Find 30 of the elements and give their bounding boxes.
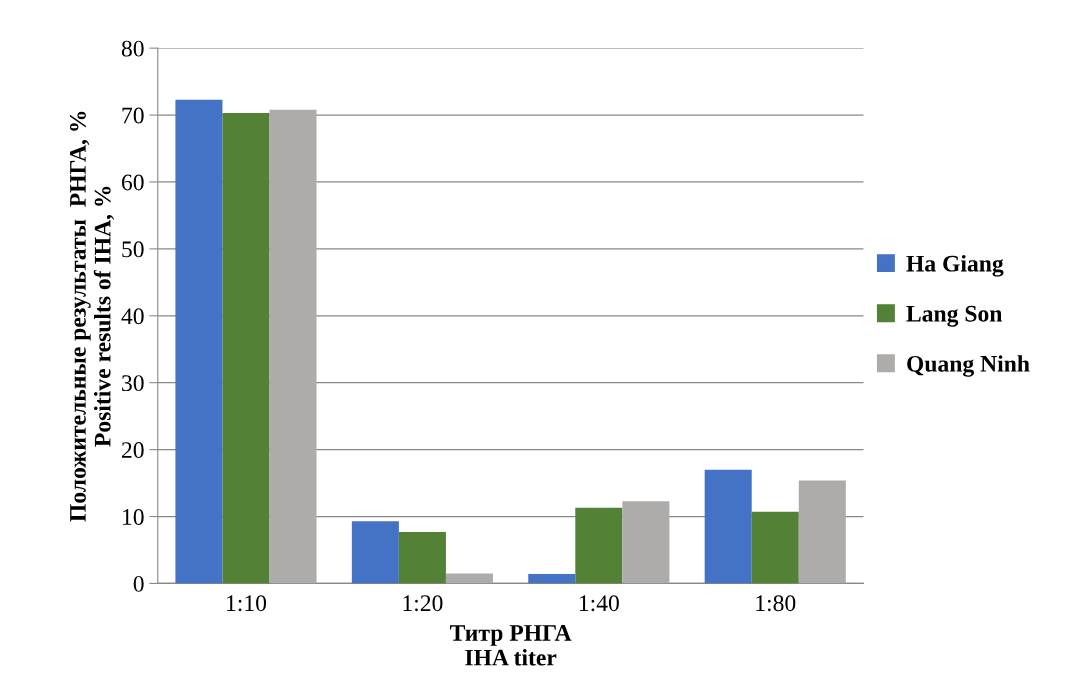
legend-label: Quang Ninh <box>907 355 1030 377</box>
x-tick-label: 1:80 <box>756 595 796 612</box>
y-tick-label: 50 <box>122 241 144 258</box>
x-tick-label: 1:10 <box>227 595 267 612</box>
y-tick-label: 20 <box>122 442 144 459</box>
bar <box>351 521 399 584</box>
y-tick-label: 10 <box>123 509 144 525</box>
y-tick-label: 80 <box>121 40 144 57</box>
y-axis-title: Положительные результаты РНГА, % Positive results of IHA, % <box>69 111 115 522</box>
x-tick-label: 1:40 <box>579 595 619 612</box>
y-tick-label: 40 <box>121 308 144 325</box>
y-tick-label: 70 <box>122 107 144 124</box>
bar <box>175 99 223 584</box>
bar <box>798 480 846 584</box>
bar <box>575 507 623 584</box>
y-tick-label: 0 <box>133 575 144 592</box>
x-axis-title: Титр РНГА IHA titer <box>449 625 572 666</box>
y-tick-label: 30 <box>122 375 144 392</box>
bar <box>398 531 446 584</box>
x-tick-label: 1:20 <box>403 595 443 612</box>
bar <box>222 113 270 584</box>
bar <box>751 511 799 584</box>
bar <box>269 109 317 584</box>
bar <box>704 469 752 584</box>
bar <box>445 573 493 584</box>
legend-label: Ha Giang <box>906 254 1004 277</box>
y-tick-label: 60 <box>121 174 144 191</box>
legend-label: Lang Son <box>906 305 1003 327</box>
bar <box>622 501 670 584</box>
bar <box>528 574 576 584</box>
